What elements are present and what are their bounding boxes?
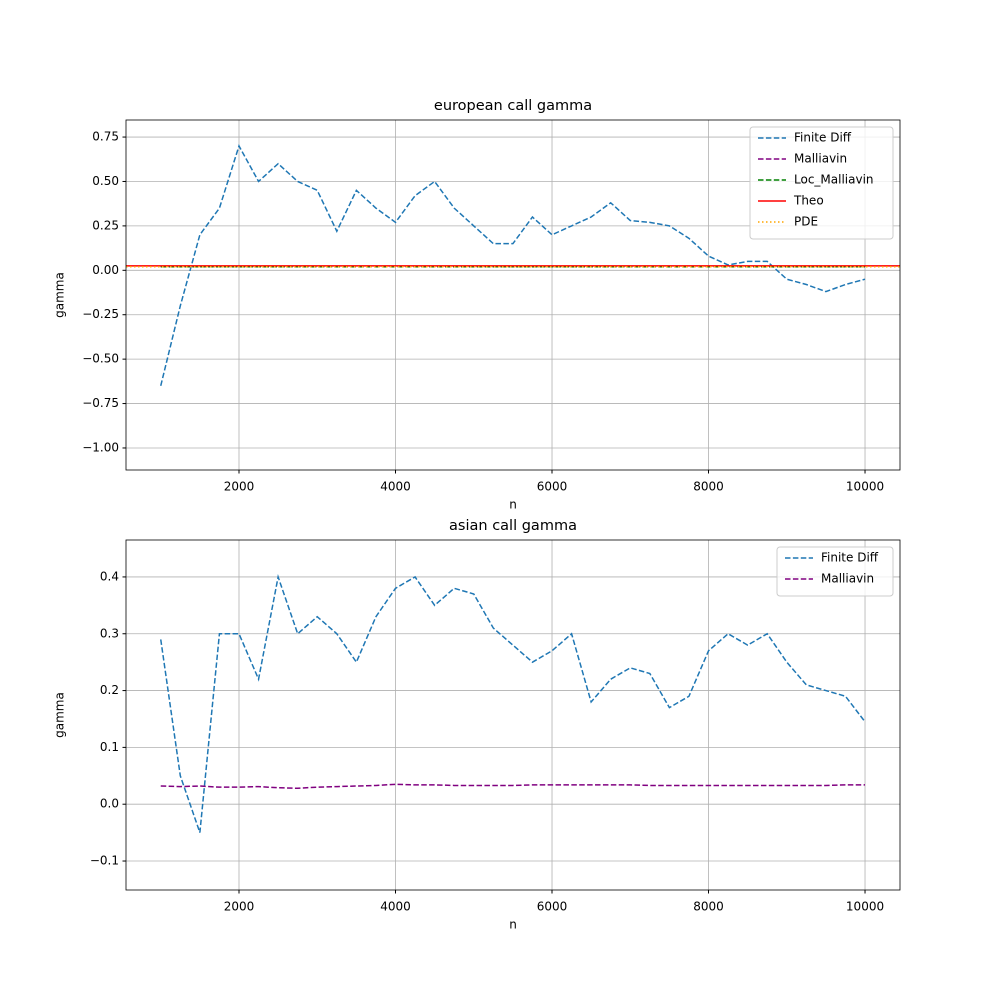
axes: european call gamma 2000 4000 6000 8000 10000… bbox=[53, 98, 901, 512]
x-tick-label: 2000 bbox=[224, 900, 255, 914]
y-tick-label: 0.50 bbox=[92, 174, 119, 188]
legend: Finite Diff Malliavin bbox=[776, 546, 894, 597]
y-tick-label: 0.0 bbox=[100, 797, 119, 811]
y-tick-label: −0.25 bbox=[82, 307, 119, 321]
y-tick-label: −0.75 bbox=[82, 396, 119, 410]
y-tick-label: 0.1 bbox=[100, 740, 119, 754]
y-tick-label: 0.3 bbox=[100, 626, 119, 640]
legend-label: Finite Diff bbox=[821, 551, 879, 565]
legend-label: Loc_Malliavin bbox=[794, 173, 874, 187]
series-line bbox=[160, 783, 866, 790]
legend-label: Malliavin bbox=[794, 152, 847, 166]
legend-box bbox=[776, 546, 894, 597]
y-tick-label: 0.75 bbox=[92, 130, 119, 144]
axes-frame bbox=[125, 539, 901, 891]
legend: Finite Diff Malliavin Loc_Malliavin Theo PDE bbox=[749, 126, 894, 240]
axes-frame bbox=[125, 119, 901, 471]
x-tick-label: 2000 bbox=[224, 480, 255, 494]
y-tick-label: 0.2 bbox=[100, 683, 119, 697]
plot-area bbox=[126, 144, 900, 386]
legend-box bbox=[749, 126, 894, 240]
x-axis-label: n bbox=[509, 918, 517, 932]
axes-title: asian call gamma bbox=[449, 518, 577, 534]
x-tick-label: 4000 bbox=[380, 480, 411, 494]
legend-label: Malliavin bbox=[821, 572, 874, 586]
x-tick-label: 10000 bbox=[846, 900, 884, 914]
y-tick-label: 0.4 bbox=[100, 569, 119, 583]
x-tick-label: 4000 bbox=[380, 900, 411, 914]
x-axis-label: n bbox=[509, 498, 517, 512]
x-tick-label: 8000 bbox=[693, 480, 724, 494]
series-line bbox=[160, 574, 866, 833]
y-axis-label: gamma bbox=[53, 272, 67, 318]
legend-label: Finite Diff bbox=[794, 131, 852, 145]
y-tick-label: −0.50 bbox=[82, 352, 119, 366]
series-line bbox=[160, 144, 866, 386]
y-tick-label: 0.25 bbox=[92, 218, 119, 232]
y-axis-label: gamma bbox=[53, 692, 67, 738]
plot-area bbox=[160, 574, 866, 833]
y-tick-label: −1.00 bbox=[82, 440, 119, 454]
y-tick-label: −0.1 bbox=[90, 854, 119, 868]
x-tick-label: 8000 bbox=[693, 900, 724, 914]
x-tick-label: 6000 bbox=[537, 900, 568, 914]
axes: asian call gamma 2000 4000 6000 8000 10000 −0.… bbox=[53, 518, 901, 932]
y-tick-label: 0.00 bbox=[92, 263, 119, 277]
axes-title: european call gamma bbox=[434, 98, 592, 114]
x-tick-label: 6000 bbox=[537, 480, 568, 494]
legend-label: Theo bbox=[793, 194, 824, 208]
x-tick-label: 10000 bbox=[846, 480, 884, 494]
legend-label: PDE bbox=[794, 215, 818, 229]
